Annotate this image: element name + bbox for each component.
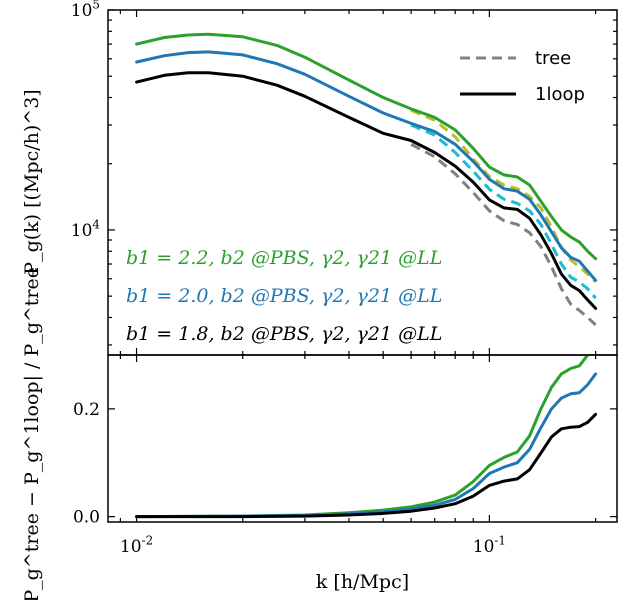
x-tick-label: 10-2 — [120, 533, 153, 557]
legend-label-tree: tree — [535, 48, 571, 69]
series-line-12.0-1loop — [135, 50, 598, 282]
series-line-11.8-tree — [410, 142, 597, 326]
series-line-12.2-1loop — [135, 32, 598, 261]
series-line-12.2-tree — [410, 108, 597, 284]
legend: tree 1loop — [460, 48, 585, 105]
y-tick-label: 105 — [71, 0, 100, 21]
ratio-line-12.0 — [135, 372, 598, 519]
series-line-11.8-1loop — [135, 71, 598, 310]
bottom-panel: 10-2 10-1 0.0 0.2 — [73, 354, 618, 557]
top-y-axis-label: P_g(k) [(Mpc/h)^3] — [21, 89, 43, 274]
x-tick-label: 10-1 — [473, 533, 506, 557]
axis-labels: P_g(k) [(Mpc/h)^3]|P_g^tree − P_g^1loop|… — [21, 89, 409, 600]
bottom-y-axis-label: |P_g^tree − P_g^1loop| / P_g^tree — [21, 267, 43, 600]
series-line-12.0-tree — [410, 123, 597, 300]
bias-annotation: b1 = 2.0, b2 @PBS, γ2, γ21 @LL — [126, 285, 442, 307]
ratio-line-11.8 — [135, 412, 598, 519]
bias-annotations: b1 = 2.2, b2 @PBS, γ2, γ21 @LL b1 = 2.0, … — [126, 247, 442, 345]
y-tick-label: 0.2 — [73, 400, 100, 420]
top-panel: 104 105 tree 1loop b1 = 2.2, b2 @PBS, γ2, γ2… — [71, 0, 618, 356]
y-tick-label: 0.0 — [73, 508, 100, 528]
ratio-line-12.2 — [135, 355, 590, 519]
legend-label-1loop: 1loop — [535, 84, 585, 105]
bottom-axes-frame — [107, 354, 618, 523]
bias-annotation: b1 = 2.2, b2 @PBS, γ2, γ21 @LL — [126, 247, 442, 269]
y-tick-label: 104 — [71, 217, 100, 241]
bias-annotation: b1 = 1.8, b2 @PBS, γ2, γ21 @LL — [126, 323, 442, 345]
x-axis-label: k [h/Mpc] — [316, 571, 409, 593]
